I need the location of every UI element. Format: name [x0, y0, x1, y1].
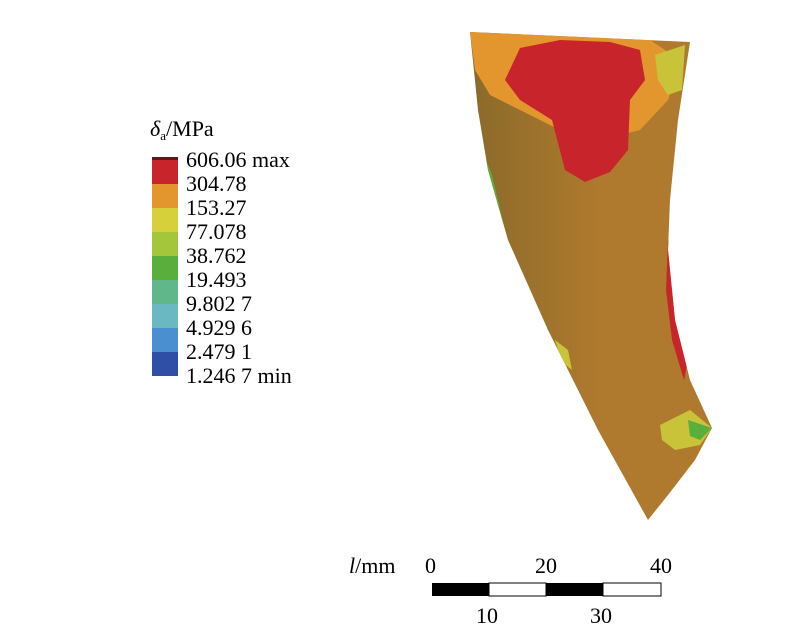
scale-label-20: 20: [535, 553, 557, 578]
scale-unit-label: l/mm: [349, 554, 395, 578]
legend-level-label: 9.802 7: [186, 291, 252, 316]
low-stress-zone-left-lower: [555, 340, 572, 370]
scale-segment-1: [432, 583, 489, 596]
scale-label-40: 40: [650, 553, 672, 578]
length-unit: /mm: [355, 553, 396, 578]
stress-unit: /MPa: [166, 116, 214, 141]
stress-subscript: a: [160, 128, 167, 143]
scale-segment-3: [546, 583, 603, 596]
legend-level-label: 4.929 6: [186, 315, 252, 340]
legend-level-label: 153.27: [186, 195, 247, 220]
blade-part: [470, 32, 712, 520]
scale-label-30: 30: [590, 603, 612, 628]
scale-label-10: 10: [476, 603, 498, 628]
legend-level-label: 304.78: [186, 171, 247, 196]
legend-level-label: 1.246 7 min: [186, 363, 292, 388]
legend-swatch: [152, 352, 178, 376]
low-stress-zone-top: [655, 45, 685, 95]
legend-swatch: [152, 208, 178, 232]
peak-stress-zone: [505, 40, 645, 182]
low-stress-zone-tip: [660, 410, 712, 450]
legend-level-label: 77.078: [186, 219, 247, 244]
legend-color-bar: [152, 157, 178, 376]
legend-swatch: [152, 160, 178, 184]
length-symbol: l: [349, 553, 356, 578]
scale-segment-2: [488, 582, 547, 597]
legend-level-label: 2.479 1: [186, 339, 252, 364]
legend-swatch: [152, 184, 178, 208]
legend-max-cap: [152, 157, 178, 160]
low-stress-zone-left: [486, 160, 505, 230]
scale-segment-4: [602, 582, 662, 597]
low-stress-zone-tip-inner: [688, 420, 712, 440]
stress-symbol: δ: [150, 116, 161, 141]
legend-swatch: [152, 280, 178, 304]
legend-level-label: 38.762: [186, 243, 247, 268]
legend-swatch: [152, 328, 178, 352]
legend-title: δa/MPa: [150, 116, 214, 144]
legend-level-label: 606.06 max: [186, 147, 290, 172]
legend-swatch: [152, 256, 178, 280]
legend-level-label: 19.493: [186, 267, 247, 292]
legend-swatch: [152, 304, 178, 328]
scale-label-0: 0: [425, 553, 436, 578]
legend-swatch: [152, 232, 178, 256]
blade-surface: [470, 32, 712, 520]
